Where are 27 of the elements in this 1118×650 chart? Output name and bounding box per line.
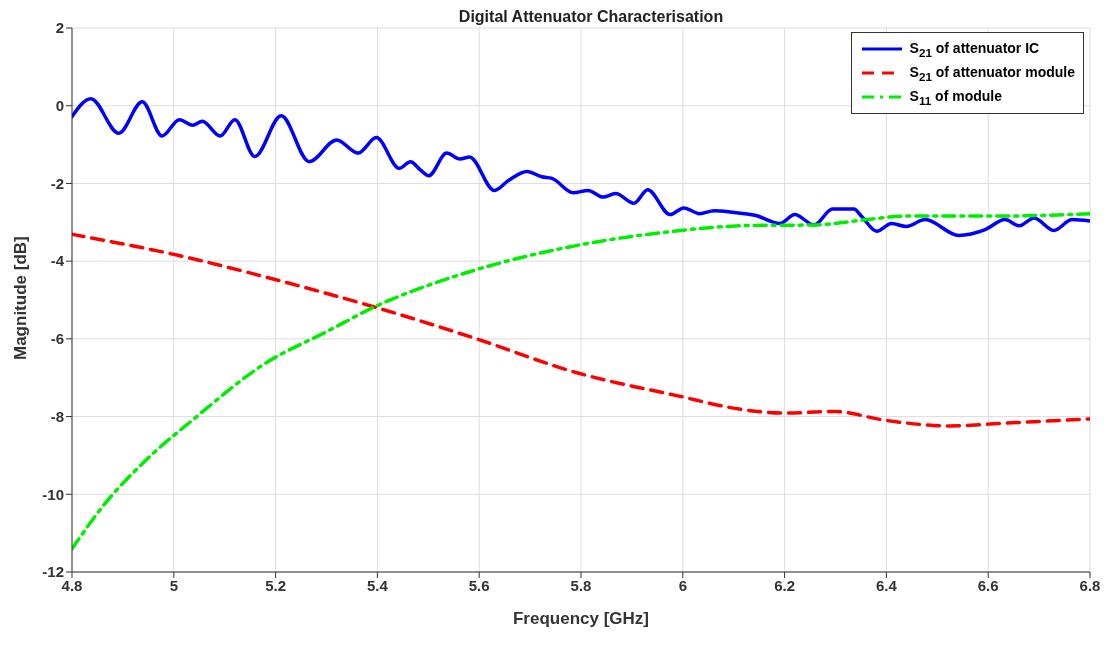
x-tick-label: 6.6 — [977, 576, 999, 594]
x-tick-label: 5 — [169, 576, 178, 594]
y-tick-label: -8 — [50, 407, 64, 425]
x-axis-title: Frequency [GHz] — [512, 609, 650, 628]
y-tick-label: -6 — [50, 330, 64, 348]
x-tick-label: 6 — [678, 576, 687, 594]
x-tick-label: 5.4 — [366, 576, 389, 594]
y-tick-label: -2 — [50, 174, 64, 192]
x-tick-label: 6.2 — [774, 576, 796, 594]
y-tick-label: 2 — [55, 19, 64, 37]
x-tick-label: 6.4 — [875, 576, 898, 594]
x-tick-label: 6.8 — [1079, 576, 1101, 594]
y-tick-label: -4 — [50, 252, 65, 270]
legend-label: S$_{21}$ of attenuator IC — [909, 39, 1040, 59]
x-tick-label: 5.8 — [570, 576, 592, 594]
x-tick-label: 4.8 — [61, 576, 83, 594]
x-tick-label: 5.6 — [468, 576, 490, 594]
y-tick-label: -10 — [42, 485, 64, 503]
y-axis-title: Magnitude [dB] — [11, 236, 31, 360]
legend-label: S$_{21}$ of attenuator module — [909, 63, 1075, 83]
line-series — [72, 211, 1090, 551]
y-tick-label: -12 — [42, 563, 64, 581]
x-tick-label: 5.2 — [265, 576, 287, 594]
line-series — [72, 232, 1090, 428]
y-tick-label: 0 — [55, 97, 64, 115]
chart-title: Digital Attenuator Characterisation — [458, 8, 724, 25]
legend-label: S$_{11}$ of module — [909, 87, 1003, 107]
